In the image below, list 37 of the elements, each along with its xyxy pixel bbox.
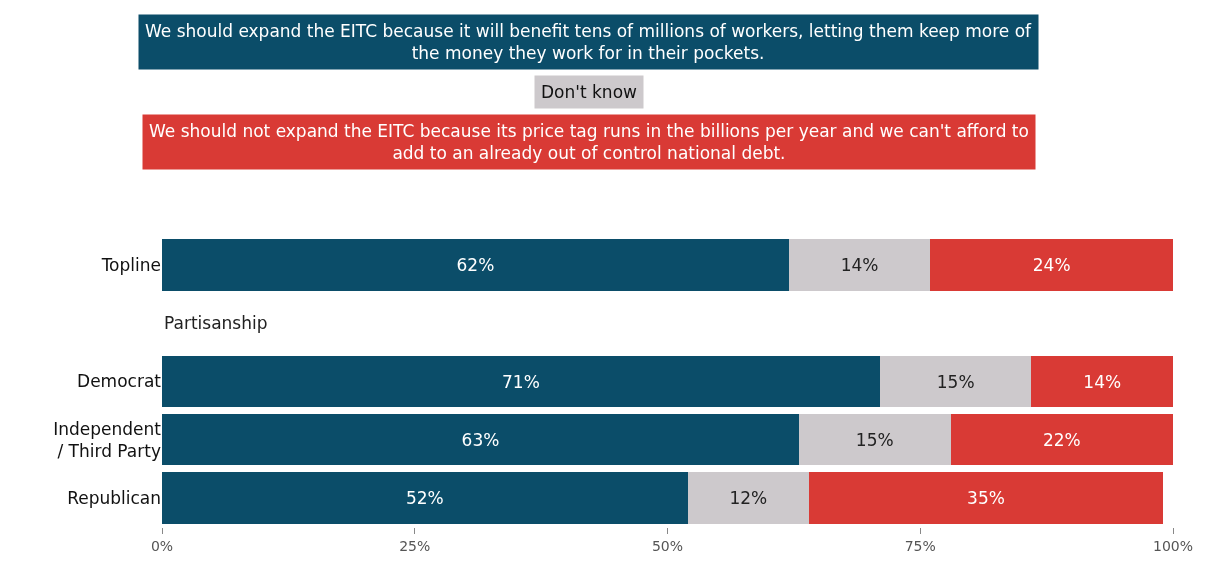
data-label: 12% <box>729 487 768 508</box>
x-tick-label: 75% <box>904 537 936 554</box>
bar <box>930 239 1173 291</box>
bar <box>798 414 951 466</box>
bar <box>1031 355 1173 408</box>
y-tick-label: Democrat <box>77 371 162 392</box>
x-tick-label: 0% <box>150 537 174 554</box>
x-tick-label: 25% <box>399 537 431 554</box>
bar <box>950 414 1173 466</box>
data-label: 35% <box>967 487 1005 508</box>
y-tick-label: Independent / Third Party <box>53 418 162 461</box>
annotation: Partisanship <box>164 313 268 333</box>
bar <box>809 472 1163 524</box>
data-label: 62% <box>456 255 495 276</box>
x-tick-label: 100% <box>1152 537 1194 554</box>
data-label: 15% <box>936 371 975 392</box>
data-label: 14% <box>1083 371 1122 392</box>
data-label: 63% <box>461 429 500 450</box>
data-label: 15% <box>855 429 894 450</box>
data-label: 22% <box>1042 429 1081 450</box>
text: Don't know <box>541 82 638 102</box>
x-tick-label: 50% <box>651 537 684 554</box>
bar <box>162 239 789 291</box>
text: We should expand the EITC because it will benefit tens of millions of workers, letting them keep more of the money they work for in their pockets. <box>145 21 1033 64</box>
y-tick-label: Republican <box>67 487 161 508</box>
bar <box>879 355 1032 408</box>
data-label: 52% <box>405 487 444 508</box>
bar <box>788 239 931 291</box>
bar <box>687 472 810 524</box>
y-tick-label: Topline <box>100 255 161 276</box>
data-label: 24% <box>1032 255 1071 276</box>
bar <box>162 355 880 408</box>
bar <box>162 414 799 466</box>
data-label: 71% <box>502 371 540 392</box>
bar <box>162 472 688 524</box>
data-label: 14% <box>840 255 879 276</box>
text: We should not expand the EITC because its price tag runs in the billions per year and we can't afford to add to an already out of control national debt. <box>149 121 1029 164</box>
